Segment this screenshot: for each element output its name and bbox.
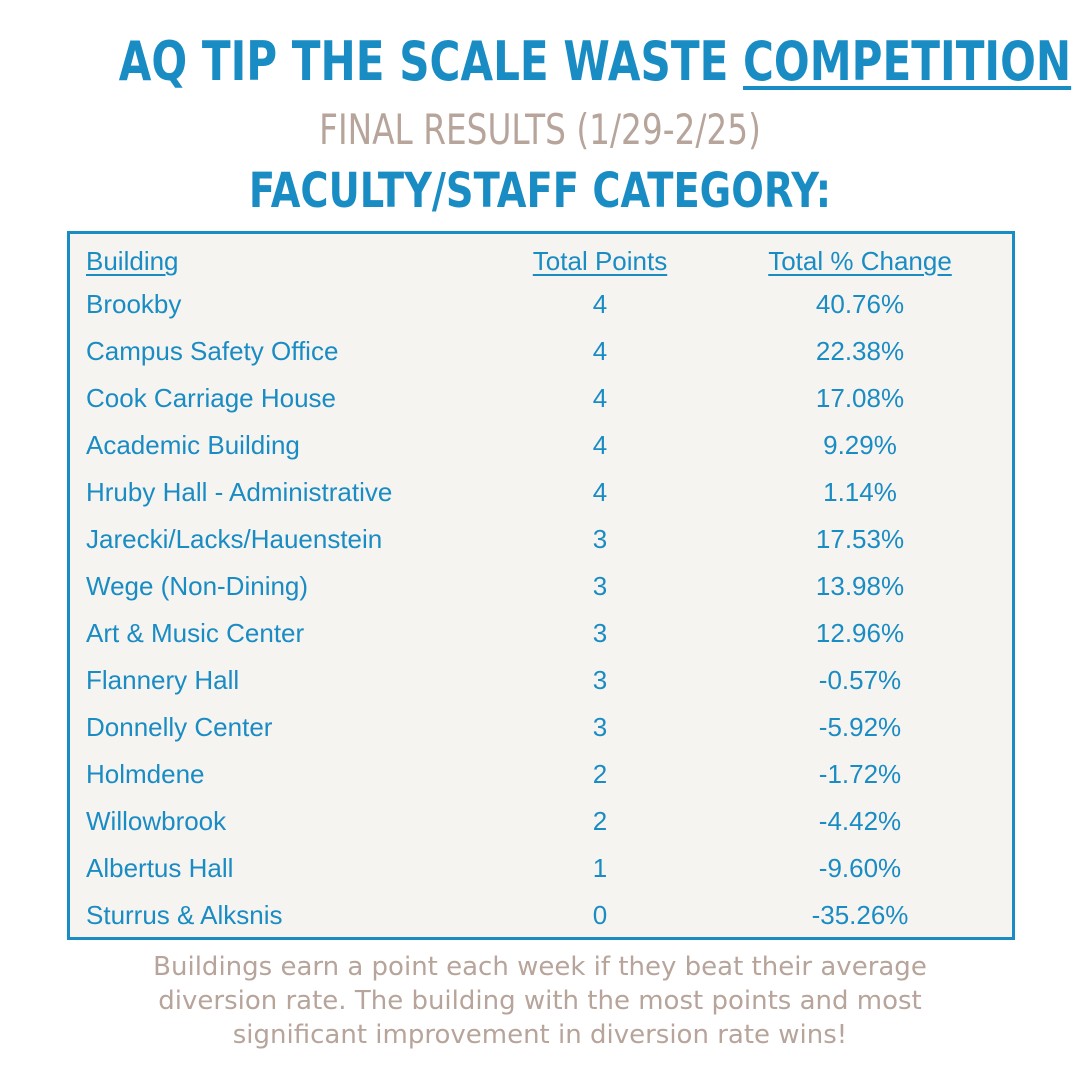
building-cell: Sturrus & Alksnis	[86, 900, 283, 930]
column-header-building: Building	[86, 246, 179, 276]
table-row: Campus Safety Office 4 22.38%	[70, 328, 1012, 375]
points-cell: 3	[592, 524, 608, 554]
page-title: AQ TIP THE SCALE WASTE COMPETITION	[118, 28, 1071, 96]
results-table: Building Total Points Total % Change Bro…	[67, 231, 1015, 940]
change-cell: -5.92%	[818, 712, 902, 742]
change-cell: 9.29%	[823, 430, 897, 460]
change-cell: 40.76%	[815, 289, 905, 319]
table-row: Wege (Non-Dining) 3 13.98%	[70, 563, 1012, 610]
change-cell: 13.98%	[815, 571, 905, 601]
table-row: Willowbrook 2 -4.42%	[70, 798, 1012, 845]
change-cell: 22.38%	[815, 336, 905, 366]
building-cell: Academic Building	[86, 430, 300, 460]
building-cell: Jarecki/Lacks/Hauenstein	[86, 524, 383, 554]
building-cell: Willowbrook	[86, 806, 227, 836]
table-row: Brookby 4 40.76%	[70, 281, 1012, 328]
points-cell: 3	[592, 618, 608, 648]
page-subtitle: FINAL RESULTS (1/29-2/25)	[319, 105, 761, 154]
category-heading: FACULTY/STAFF CATEGORY:	[248, 163, 832, 219]
column-header-total-points: Total Points	[532, 246, 668, 276]
change-cell: -35.26%	[811, 900, 909, 930]
change-cell: 17.08%	[815, 383, 905, 413]
building-cell: Campus Safety Office	[86, 336, 339, 366]
footer-line-2: diversion rate. The building with the mo…	[158, 986, 922, 1016]
change-cell: 12.96%	[815, 618, 905, 648]
table-row: Art & Music Center 3 12.96%	[70, 610, 1012, 657]
title-text: AQ TIP THE SCALE WASTE	[118, 30, 744, 93]
change-cell: -4.42%	[818, 806, 902, 836]
points-cell: 2	[592, 806, 608, 836]
table-row: Albertus Hall 1 -9.60%	[70, 845, 1012, 892]
points-cell: 3	[592, 571, 608, 601]
building-cell: Wege (Non-Dining)	[86, 571, 309, 601]
table-row: Academic Building 4 9.29%	[70, 422, 1012, 469]
points-cell: 3	[592, 712, 608, 742]
table-row: Cook Carriage House 4 17.08%	[70, 375, 1012, 422]
points-cell: 1	[592, 853, 608, 883]
building-cell: Cook Carriage House	[86, 383, 337, 413]
points-cell: 3	[592, 665, 608, 695]
footer-line-1: Buildings earn a point each week if they…	[153, 952, 927, 982]
change-cell: 1.14%	[823, 477, 897, 507]
points-cell: 4	[592, 383, 608, 413]
column-header-total-change: Total % Change	[768, 246, 952, 276]
table-row: Jarecki/Lacks/Hauenstein 3 17.53%	[70, 516, 1012, 563]
points-cell: 4	[592, 430, 608, 460]
change-cell: 17.53%	[815, 524, 905, 554]
building-cell: Hruby Hall - Administrative	[86, 477, 393, 507]
footer-note: Buildings earn a point each week if they…	[60, 950, 1020, 1052]
change-cell: -9.60%	[818, 853, 902, 883]
building-cell: Holmdene	[86, 759, 205, 789]
title-underlined-word: COMPETITION	[743, 30, 1072, 93]
table-row: Holmdene 2 -1.72%	[70, 751, 1012, 798]
building-cell: Albertus Hall	[86, 853, 234, 883]
points-cell: 4	[592, 477, 608, 507]
change-cell: -0.57%	[818, 665, 902, 695]
table-row: Hruby Hall - Administrative 4 1.14%	[70, 469, 1012, 516]
table-row: Donnelly Center 3 -5.92%	[70, 704, 1012, 751]
points-cell: 0	[592, 900, 608, 930]
points-cell: 4	[592, 336, 608, 366]
building-cell: Art & Music Center	[86, 618, 305, 648]
building-cell: Flannery Hall	[86, 665, 240, 695]
building-cell: Donnelly Center	[86, 712, 273, 742]
points-cell: 4	[592, 289, 608, 319]
footer-line-3: significant improvement in diversion rat…	[232, 1020, 848, 1050]
change-cell: -1.72%	[818, 759, 902, 789]
points-cell: 2	[592, 759, 608, 789]
table-row: Flannery Hall 3 -0.57%	[70, 657, 1012, 704]
building-cell: Brookby	[86, 289, 182, 319]
table-header-row: Building Total Points Total % Change	[70, 238, 1012, 285]
table-row: Sturrus & Alksnis 0 -35.26%	[70, 892, 1012, 939]
